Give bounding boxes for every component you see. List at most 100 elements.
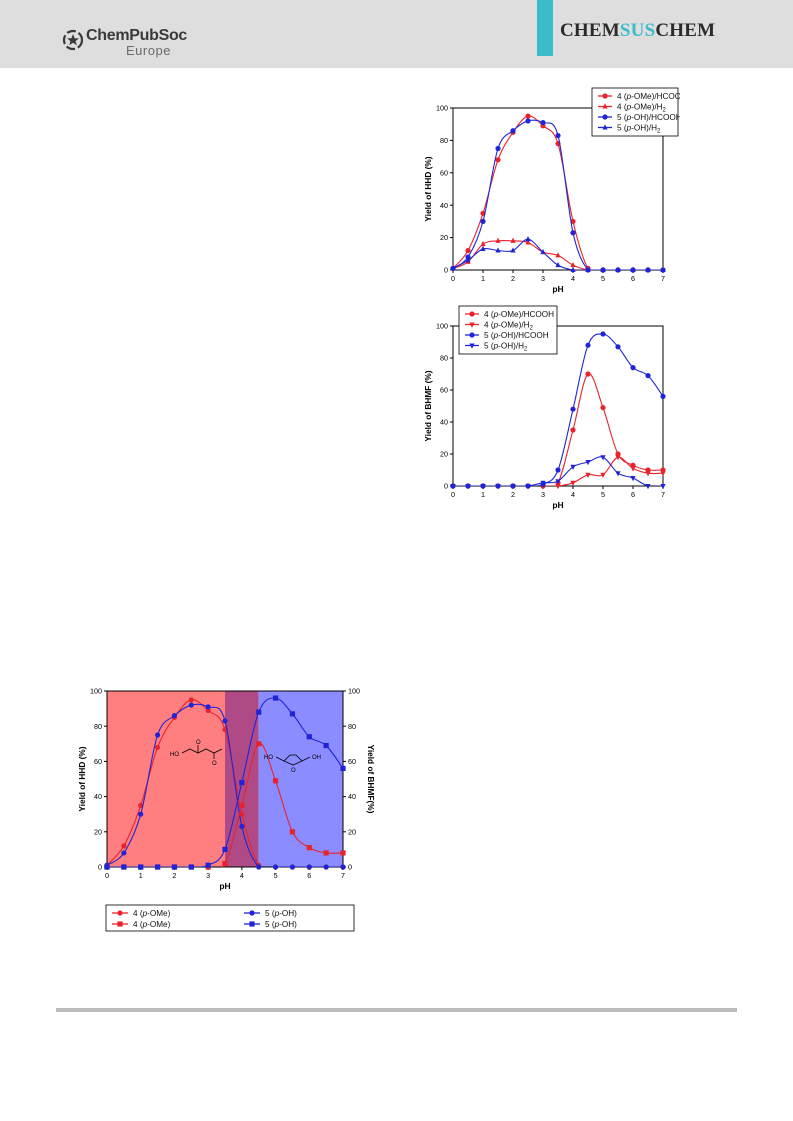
data-point [525,484,531,490]
legend-label-part: 4 ( [484,321,494,330]
data-point [585,472,591,478]
data-point [154,744,161,750]
data-point [555,252,561,258]
molecule-atom-label: O [291,768,296,774]
legend-swatch-marker [602,103,608,109]
molecule-atom-label: O [212,761,217,767]
publisher-name: ChemPubSoc [86,27,188,44]
data-point [205,704,211,710]
y-axis-label: Yield of HHD (%) [423,156,433,221]
legend-label: 4 (p-OMe)/HCOOH [484,310,554,319]
x-tick-label: 7 [661,274,665,283]
x-tick-label: 6 [631,490,635,499]
data-point [306,734,312,740]
y-tick-label: 80 [94,722,102,731]
x-tick-label: 0 [451,274,455,283]
y-tick-label: 100 [436,322,448,331]
data-point [555,479,561,485]
y2-tick-label: 100 [348,687,360,696]
data-point [154,732,161,738]
x-tick-label: 4 [571,274,575,283]
data-point [480,240,486,247]
y-tick-label: 60 [440,386,448,395]
molecule-bond [181,748,223,754]
molecule-atom-label: OH [312,755,321,761]
data-point [480,245,486,251]
legend-label-part: /H [654,103,662,112]
bhmf-yield-chart: 0 1 2 3 4 5 6 7 0 20 40 60 80 100 pH Yield of BHMF (%) 4… [423,305,666,510]
x-tick-label: 1 [481,274,485,283]
legend-label-part: -OH) [631,124,649,133]
data-point [323,850,329,856]
data-point [272,695,279,701]
data-point [525,113,531,119]
series-4 [450,236,666,272]
x-tick-label: 5 [601,490,605,499]
y-tick-label: 0 [98,863,102,872]
legend-swatch-marker [117,910,123,916]
molecule-atom-label: HO [170,752,179,758]
y-tick-label: 0 [444,482,448,491]
legend-label-part: 5 ( [484,331,494,340]
data-point [188,864,194,870]
x-tick-label: 2 [511,490,515,499]
legend-label-part: /HCOOH [654,92,680,101]
journal-part-1: CHEM [560,20,620,41]
legend-label-part: -OMe) [631,92,654,101]
legend-swatch-marker [469,311,475,317]
legend-label-part: -OH) [498,331,516,340]
legend-label-part: /HCOOH [521,310,554,319]
data-point [323,864,329,870]
data-point [222,860,228,867]
data-point [615,266,621,272]
data-point [289,864,296,870]
legend-label-part: /H [516,342,524,351]
y-tick-label: 40 [94,792,102,801]
legend-label-part: 4 ( [133,909,143,918]
data-point [323,742,329,749]
data-point [570,266,576,272]
data-point [600,331,606,337]
y-tick-label: 80 [440,136,448,145]
data-point [600,266,606,272]
legend-label: 5 (p-OH)/H2 [617,124,661,135]
plot-frame [452,107,664,271]
legend-label-part: 5 ( [617,124,627,133]
molecule-atom-label: O [196,740,201,746]
y2-tick-label: 20 [348,827,356,836]
legend-label: 5 (p-OH) [265,920,297,929]
x-tick-label: 1 [139,871,143,880]
legend: 4 (p-OMe) 5 (p-OH)4 (p-OMe) 5 (p-OH) [105,904,355,932]
legend-swatch-marker [249,921,255,927]
y-tick-label: 20 [94,827,102,836]
y-tick-label: 100 [436,104,448,113]
molecule-atom-label: HO [264,755,273,761]
data-point [465,254,471,260]
journal-title: CHEMSUSCHEM [560,20,715,42]
legend-label-part: -OH) [279,909,297,918]
legend-label-part: 2 [657,129,661,135]
legend-label-part: 2 [524,347,528,353]
page-header: ChemPubSoc Europe CHEMSUSCHEM [0,0,793,68]
legend-label: 4 (p-OMe)/HCOOH [617,92,680,101]
data-point [555,132,561,139]
journal-part-3: CHEM [655,20,716,41]
legend-label-part: -OMe) [498,310,521,319]
data-point [138,864,144,870]
data-point [239,802,245,808]
publisher-logo[interactable]: ChemPubSoc Europe [58,25,198,63]
accent-bar [537,0,553,56]
data-point [570,261,576,268]
data-point [188,702,194,708]
series-4 [450,455,666,490]
legend-label-part: 4 ( [133,920,143,929]
data-point [495,247,501,253]
legend-label: 5 (p-OH)/H2 [484,342,528,353]
legend-swatch-marker [249,910,255,916]
data-point [171,864,178,870]
data-point [121,864,127,870]
data-point [256,864,262,870]
data-point [121,843,127,849]
data-point [465,247,471,254]
data-point [340,765,346,772]
